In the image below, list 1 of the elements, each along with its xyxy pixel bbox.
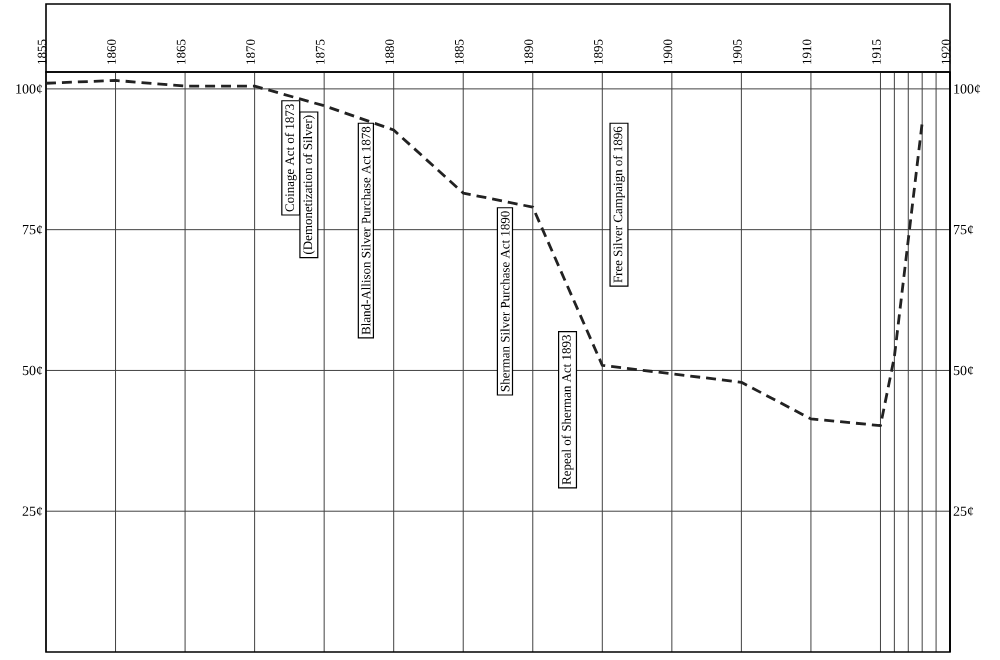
line-series	[46, 79, 924, 428]
